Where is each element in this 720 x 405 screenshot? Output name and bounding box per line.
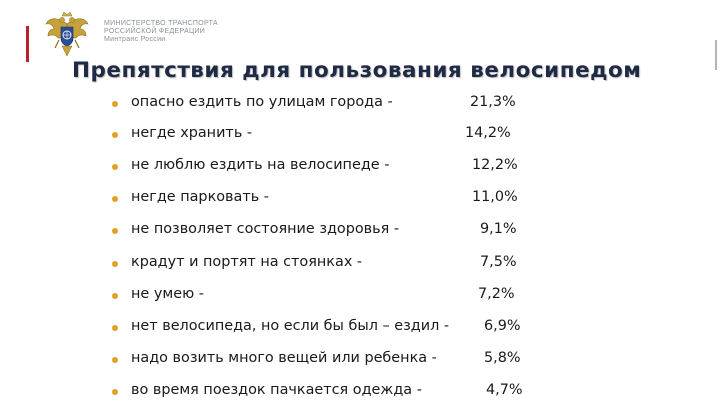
item-label: негде парковать - [131,189,269,205]
list-item: не позволяет состояние здоровья - 9,1% [112,221,672,245]
item-label: нет велосипеда, но если бы был – ездил - [131,318,450,334]
list-item: надо возить много вещей или ребенка - 5,… [112,350,672,374]
item-label: не умею - [131,286,204,302]
list-item: не люблю ездить на велосипеде - 12,2% [112,157,672,181]
list-item: нет велосипеда, но если бы был – ездил -… [112,318,672,342]
item-value: 9,1% [480,221,517,237]
accent-bar [26,26,29,62]
item-label: не позволяет состояние здоровья - [131,221,400,237]
list-item: не умею - 7,2% [112,286,672,310]
list-item: негде хранить - 14,2% [112,125,672,149]
item-label: не люблю ездить на велосипеде - [131,157,390,173]
item-value: 7,5% [480,254,517,270]
bullet-icon [112,101,118,107]
header: МИНИСТЕРСТВО ТРАНСПОРТА РОССИЙСКОЙ ФЕДЕР… [0,0,720,70]
bullet-icon [112,164,118,170]
ministry-name: МИНИСТЕРСТВО ТРАНСПОРТА РОССИЙСКОЙ ФЕДЕР… [104,20,218,44]
ministry-line-1: МИНИСТЕРСТВО ТРАНСПОРТА [104,20,218,27]
list-item: негде парковать - 11,0% [112,189,672,213]
bullet-icon [112,196,118,202]
ministry-line-3: Минтранс России [104,36,166,43]
bullet-icon [112,261,118,267]
bullet-icon [112,228,118,234]
bullet-icon [112,132,118,138]
slide-title: Препятствия для пользования велосипедом [72,58,642,83]
item-value: 11,0% [472,189,518,205]
item-value: 6,9% [484,318,521,334]
item-value: 21,3% [470,94,516,110]
item-label: опасно ездить по улицам города - [131,94,393,110]
item-value: 12,2% [472,157,518,173]
ministry-line-2: РОССИЙСКОЙ ФЕДЕРАЦИИ [104,28,206,35]
list-item: крадут и портят на стоянках - 7,5% [112,254,672,278]
item-label: крадут и портят на стоянках - [131,254,363,270]
right-edge-bar [715,40,717,70]
bullet-icon [112,389,118,395]
item-value: 14,2% [465,125,511,141]
list-item: во время поездок пачкается одежда - 4,7% [112,382,672,405]
item-label: надо возить много вещей или ребенка - [131,350,437,366]
bullet-icon [112,325,118,331]
coat-of-arms-emblem-icon [45,11,89,57]
list-item: опасно ездить по улицам города - 21,3% [112,94,672,118]
item-label: во время поездок пачкается одежда - [131,382,422,398]
item-value: 4,7% [486,382,523,398]
bullet-icon [112,293,118,299]
bullet-icon [112,357,118,363]
item-label: негде хранить - [131,125,253,141]
item-value: 7,2% [478,286,515,302]
item-value: 5,8% [484,350,521,366]
